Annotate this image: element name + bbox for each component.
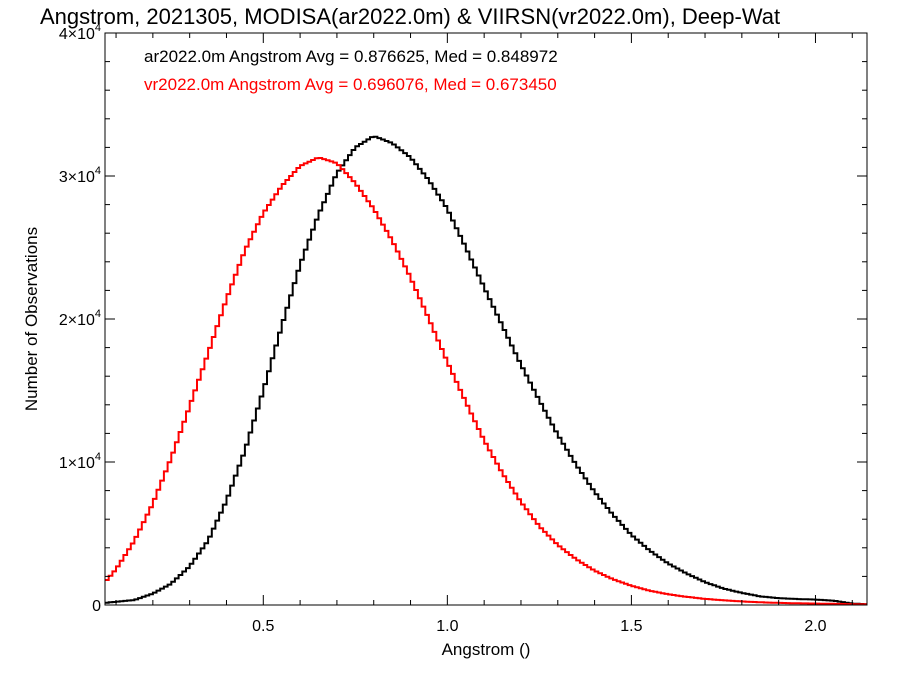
- x-tick-label: 1.0: [436, 618, 458, 635]
- y-axis-label: Number of Observations: [22, 227, 41, 411]
- y-tick-label: 2×104: [59, 308, 101, 329]
- legend: ar2022.0m Angstrom Avg = 0.876625, Med =…: [144, 47, 558, 94]
- x-axis-label: Angstrom (): [442, 640, 531, 659]
- y-axis: 0 1×104 2×104 3×104 4×104: [59, 22, 867, 615]
- y-tick-label: 3×104: [59, 165, 101, 186]
- y-tick-label: 1×104: [59, 451, 101, 472]
- y-tick-label: 0: [92, 598, 101, 615]
- series-line-ar2022.0m: [105, 135, 867, 606]
- plot-frame: [104, 32, 868, 606]
- y-tick-label: 4×104: [59, 22, 101, 43]
- x-axis: 0.5 1.0 1.5 2.0: [115, 33, 853, 635]
- chart-title: Angstrom, 2021305, MODISA(ar2022.0m) & V…: [40, 4, 780, 29]
- legend-entry-vr2022.0m: vr2022.0m Angstrom Avg = 0.696076, Med =…: [144, 75, 557, 94]
- series-layer: [105, 135, 867, 606]
- legend-entry-ar2022.0m: ar2022.0m Angstrom Avg = 0.876625, Med =…: [144, 47, 558, 66]
- x-tick-label: 0.5: [252, 618, 274, 635]
- series-line-vr2022.0m: [105, 157, 867, 606]
- x-tick-label: 1.5: [620, 618, 642, 635]
- x-tick-label: 2.0: [804, 618, 826, 635]
